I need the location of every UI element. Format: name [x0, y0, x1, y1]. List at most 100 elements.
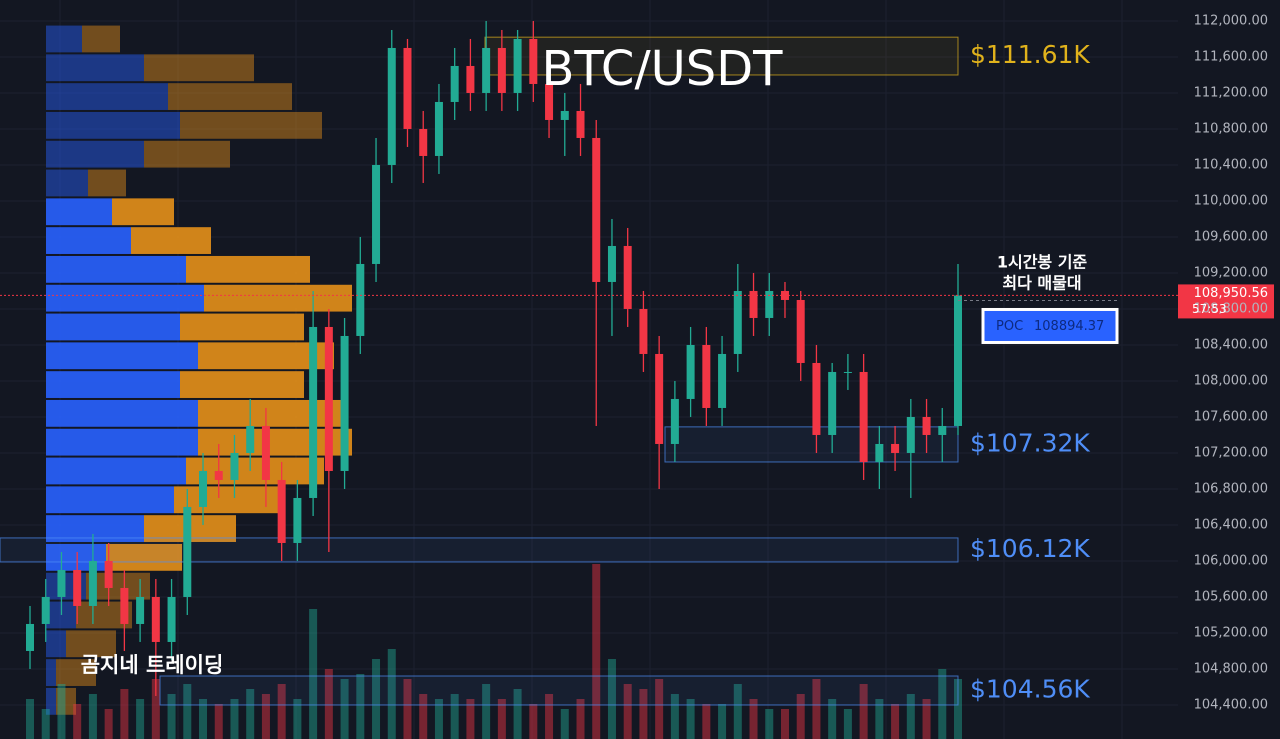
candle-body	[875, 443, 884, 462]
profile-sell	[56, 687, 76, 715]
candle-body	[434, 101, 443, 156]
candle-body	[450, 65, 459, 102]
candle-body	[765, 290, 774, 318]
candle-body	[151, 596, 160, 642]
candle-body	[891, 443, 900, 453]
candle-body	[560, 110, 569, 120]
candle-body	[954, 295, 962, 426]
y-tick-label: 106,000.00	[1194, 553, 1268, 568]
y-tick-label: 107,200.00	[1194, 445, 1268, 460]
candle-body	[796, 299, 805, 363]
profile-buy	[46, 83, 168, 110]
y-tick-label: 111,200.00	[1194, 85, 1268, 100]
volume-bar	[387, 649, 396, 739]
volume-bar	[560, 709, 569, 739]
profile-buy	[46, 313, 180, 341]
y-tick-label: 105,600.00	[1194, 589, 1268, 604]
candle-body	[702, 344, 711, 408]
grid	[0, 0, 1178, 739]
volume-bar	[372, 659, 381, 739]
profile-buy	[46, 198, 112, 226]
profile-buy	[46, 284, 204, 312]
profile-buy	[46, 111, 180, 139]
zone-label: $111.61K	[970, 40, 1090, 69]
candle-body	[387, 47, 396, 165]
candle-body	[686, 344, 695, 399]
candle-body	[828, 371, 837, 435]
profile-sell	[198, 399, 346, 427]
volume-bar	[151, 679, 160, 739]
candle-body	[859, 371, 868, 462]
candle-body	[906, 416, 915, 453]
volume-bar	[702, 704, 711, 739]
profile-buy	[46, 630, 66, 658]
candle-body	[246, 425, 255, 453]
profile-buy	[46, 399, 198, 427]
volume-bar	[277, 684, 286, 739]
profile-sell	[168, 83, 292, 110]
y-tick-label: 105,200.00	[1194, 625, 1268, 640]
volume-bar	[922, 699, 931, 739]
volume-bar	[655, 679, 664, 739]
candle-body	[938, 425, 947, 435]
profile-sell	[204, 284, 352, 312]
volume-bar	[450, 694, 459, 739]
candle-body	[718, 353, 727, 408]
profile-sell	[186, 255, 310, 283]
candle-body	[482, 47, 491, 93]
current-price-box	[1178, 284, 1274, 319]
profile-sell	[66, 630, 116, 658]
volume-bar	[529, 704, 538, 739]
volume-bar	[230, 699, 239, 739]
candle-body	[214, 470, 223, 480]
candle-body	[309, 326, 318, 498]
volume-bar	[120, 689, 129, 739]
zone-box	[159, 675, 959, 706]
candle-body	[545, 83, 554, 120]
volume-bar	[41, 709, 50, 739]
volume-bar	[639, 689, 648, 739]
y-tick-label: 110,800.00	[1194, 121, 1268, 136]
candle-body	[324, 326, 333, 471]
volume-bar	[891, 704, 900, 739]
profile-sell	[82, 25, 120, 53]
candles	[26, 20, 962, 696]
poc-note: 1시간봉 기준	[997, 253, 1088, 272]
candle-body	[466, 65, 475, 93]
candle-body	[497, 47, 506, 93]
candle-body	[623, 245, 632, 309]
volume-bar	[592, 564, 601, 739]
candle-body	[529, 38, 538, 84]
candle-body	[26, 623, 34, 651]
y-tick-label: 111,600.00	[1194, 49, 1268, 64]
zone-label: $104.56K	[970, 674, 1090, 703]
volume-bar	[246, 689, 255, 739]
candle-body	[655, 353, 664, 444]
profile-buy	[46, 54, 144, 82]
zone-box	[0, 537, 959, 563]
profile-buy	[46, 169, 88, 197]
volume-bar	[875, 699, 884, 739]
volume-bar	[906, 694, 915, 739]
candle-body	[104, 560, 113, 588]
poc-note: 최다 매물대	[1002, 274, 1081, 293]
candle-body	[419, 128, 428, 156]
candle-body	[372, 164, 381, 264]
candle-body	[199, 470, 208, 507]
volume-bar	[828, 699, 837, 739]
zone-box	[484, 36, 959, 76]
candle-body	[639, 308, 648, 354]
volume-bar	[938, 669, 947, 739]
profile-buy	[46, 227, 131, 254]
y-tick-label: 106,800.00	[1194, 481, 1268, 496]
volume-bar	[214, 704, 223, 739]
volume-bar	[104, 709, 113, 739]
volume-bar	[497, 699, 506, 739]
volume-bar	[88, 694, 97, 739]
y-tick-label: 109,200.00	[1194, 265, 1268, 280]
current-price-label: 108,950.56	[1194, 286, 1268, 301]
y-tick-label: 110,400.00	[1194, 157, 1268, 172]
volume-bar	[859, 684, 868, 739]
